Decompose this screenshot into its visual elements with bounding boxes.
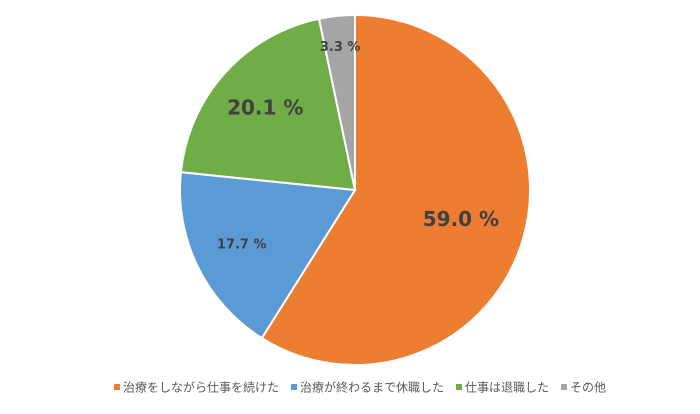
pie-slice [179, 17, 357, 192]
legend-label: その他 [570, 381, 606, 395]
legend-swatch [561, 384, 568, 390]
legend-swatch [113, 384, 120, 390]
value-label: 59.0 % [423, 207, 499, 231]
value-label: 17.7 % [217, 238, 267, 253]
legend-swatch [290, 384, 297, 390]
legend-swatch [456, 384, 462, 390]
legend-label: 治療をしながら仕事を続けた [123, 380, 279, 395]
pie-slice [179, 171, 357, 340]
legend-label: 治療が終わるまで休職した [300, 380, 444, 395]
legend: 治療をしながら仕事を続けた 治療が終わるまで休職した 仕事は退職した その他 [113, 380, 606, 395]
pie-slice [260, 13, 531, 366]
value-label: 3.3 % [320, 40, 361, 55]
value-label: 20.1 % [227, 96, 303, 120]
pie-slice [317, 13, 356, 191]
legend-label: 仕事は退職した [465, 381, 549, 395]
